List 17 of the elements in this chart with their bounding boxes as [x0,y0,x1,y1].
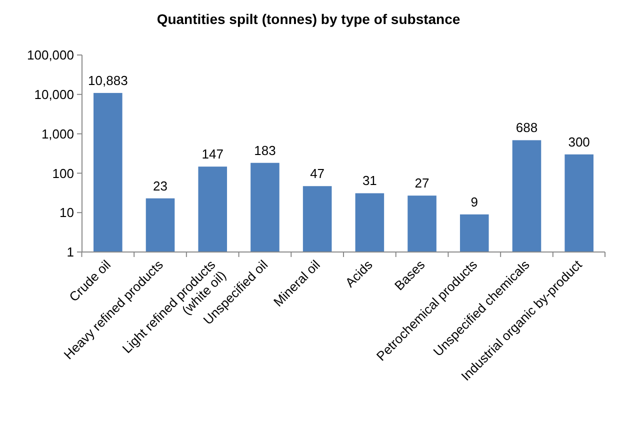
data-label: 9 [470,194,478,210]
data-label: 300 [568,134,590,150]
y-tick-label: 1 [66,244,74,260]
data-label: 47 [310,166,325,182]
data-label: 147 [202,146,224,162]
y-tick-label: 10 [60,205,74,220]
data-label: 183 [254,142,276,158]
data-label: 27 [414,176,430,191]
y-tick-label: 10,000 [34,86,74,102]
y-tick-label: 100 [52,166,74,181]
y-tick-label: 100,000 [27,48,74,63]
data-label: 31 [362,173,377,188]
chart-title: Quantities spilt (tonnes) by type of substance [156,11,460,27]
data-label: 23 [153,178,168,194]
data-label: 10,883 [88,72,128,88]
y-tick-label: 1,000 [41,126,74,142]
data-label: 688 [516,120,538,136]
